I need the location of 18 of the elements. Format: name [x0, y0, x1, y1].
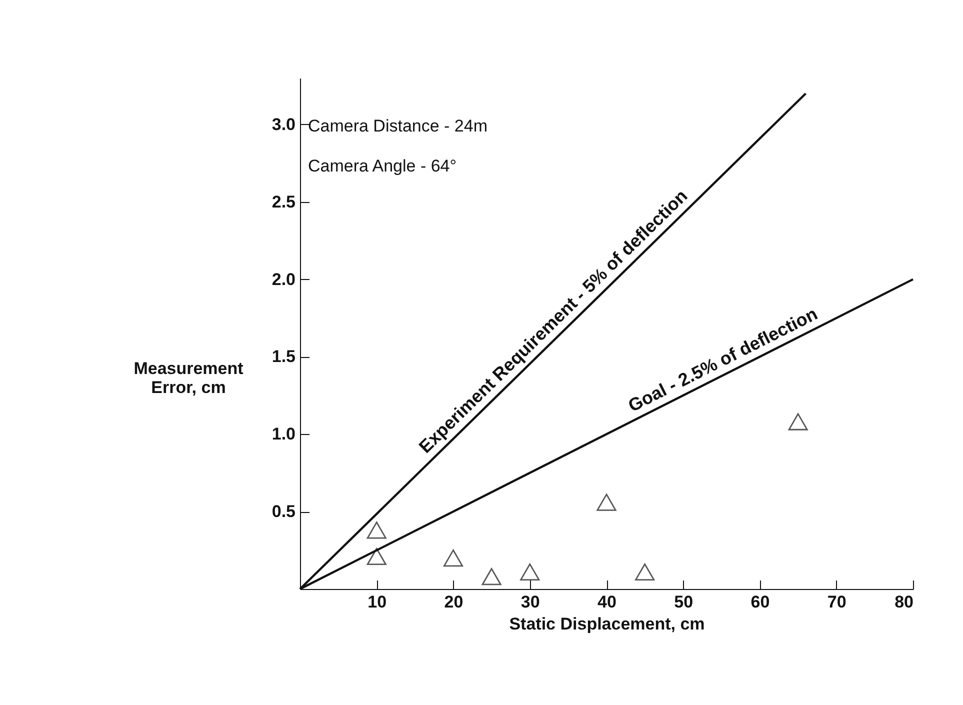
x-tick-label: 80 [894, 592, 914, 612]
y-tick-label: 1.5 [272, 347, 296, 366]
y-tick-label: 2.5 [272, 192, 296, 212]
annotation: Camera Angle - 64° [308, 156, 457, 176]
x-tick-label: 10 [368, 592, 387, 612]
x-axis-title: Static Displacement, cm [509, 614, 705, 634]
x-tick-label: 40 [598, 592, 616, 612]
x-tick-label: 20 [444, 592, 464, 612]
x-tick-label: 50 [674, 592, 694, 612]
x-tick-label: 30 [520, 592, 540, 612]
y-axis-title: Measurement Error, cm [134, 359, 244, 398]
y-tick-label: 2.0 [272, 270, 296, 289]
x-tick-label: 70 [827, 592, 846, 612]
y-tick-label: 1.0 [272, 424, 296, 444]
y-tick-label: 0.5 [272, 502, 296, 522]
x-tick-label: 60 [750, 592, 770, 612]
annotation: Camera Distance - 24m [308, 116, 488, 136]
y-tick-label: 3.0 [272, 114, 296, 134]
